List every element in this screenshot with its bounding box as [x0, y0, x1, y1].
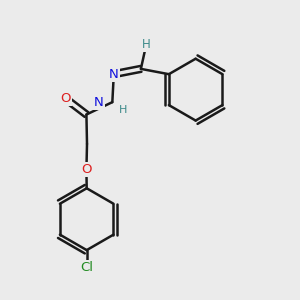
Text: N: N [109, 68, 119, 81]
Text: N: N [94, 96, 104, 109]
Text: H: H [142, 38, 151, 51]
Text: O: O [81, 164, 92, 176]
Text: Cl: Cl [80, 261, 93, 274]
Text: O: O [60, 92, 70, 105]
Text: H: H [118, 105, 127, 116]
